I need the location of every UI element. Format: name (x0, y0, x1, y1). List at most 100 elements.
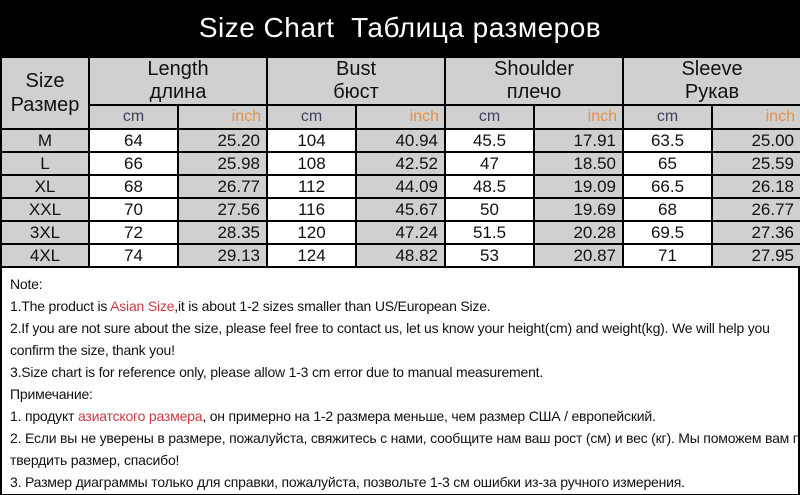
unit-inch-header: inch (711, 104, 800, 130)
note-line: 1.The product is Asian Size,it is about … (10, 298, 491, 314)
data-cell: 68 (622, 197, 714, 222)
data-cell: 51.5 (444, 220, 536, 245)
unit-cm-header: cm (444, 104, 536, 130)
size-cell: L (0, 151, 90, 176)
data-cell: 116 (266, 197, 358, 222)
note-line: 2. Если вы не уверены в размере, пожалуй… (10, 430, 800, 446)
group-header-row: Size Размер Length длина Bust бюст Shoul… (0, 56, 800, 130)
data-cell: 20.28 (533, 220, 625, 245)
data-cell: 112 (266, 174, 358, 199)
data-cell: 44.09 (355, 174, 447, 199)
data-cell: 70 (88, 197, 179, 222)
group-header-bust: Bust бюст (266, 56, 447, 106)
data-cell: 27.56 (176, 197, 269, 222)
data-cell: 27.95 (711, 243, 800, 268)
data-cell: 47.24 (355, 220, 447, 245)
unit-cm-header: cm (266, 104, 358, 130)
highlight-asian-size-ru: азиатского размера (77, 408, 203, 424)
note-heading-ru: Примечание: (10, 386, 93, 402)
size-cell: M (0, 128, 90, 153)
note-line: 1. продукт азиатского размера, он пример… (10, 408, 656, 424)
unit-cm-header: cm (88, 104, 179, 130)
group-shoulder-ru: плечо (506, 81, 562, 103)
table-row: L 66 25.98 108 42.52 47 18.50 65 25.59 (0, 151, 800, 176)
data-cell: 26.77 (711, 197, 800, 222)
unit-header-row: cm inch cm inch cm inch cm inch (1, 104, 800, 130)
size-chart-table: Size Размер Length длина Bust бюст Shoul… (0, 56, 800, 268)
group-header-length: Length длина (87, 56, 269, 106)
data-cell: 20.87 (533, 243, 625, 268)
data-cell: 120 (266, 220, 358, 245)
group-sleeve-en: Sleeve (681, 58, 743, 80)
note-line: твердить размер, спасибо! (10, 452, 180, 468)
group-length-en: Length (147, 58, 209, 80)
data-cell: 27.36 (711, 220, 800, 245)
data-cell: 63.5 (622, 128, 714, 153)
data-cell: 26.77 (176, 174, 269, 199)
highlight-asian-size: Asian Size (110, 298, 175, 314)
note-line: 3.Size chart is for reference only, plea… (10, 364, 544, 380)
data-cell: 69.5 (622, 220, 714, 245)
size-header: Size Размер (0, 56, 90, 130)
table-row: XL 68 26.77 112 44.09 48.5 19.09 66.5 26… (0, 174, 800, 199)
data-cell: 48.5 (444, 174, 536, 199)
group-bust-en: Bust (336, 58, 377, 80)
data-cell: 48.82 (355, 243, 447, 268)
data-cell: 42.52 (355, 151, 447, 176)
size-header-en: Size (25, 70, 65, 92)
group-header-sleeve: Sleeve Рукав (622, 56, 800, 106)
table-row: XXL 70 27.56 116 45.67 50 19.69 68 26.77 (0, 197, 800, 222)
data-cell: 64 (88, 128, 179, 153)
data-cell: 25.20 (176, 128, 269, 153)
data-cell: 71 (622, 243, 714, 268)
note-heading-en: Note: (10, 276, 43, 292)
group-shoulder-en: Shoulder (493, 58, 575, 80)
data-cell: 124 (266, 243, 358, 268)
unit-inch-header: inch (176, 104, 269, 130)
table-row: 3XL 72 28.35 120 47.24 51.5 20.28 69.5 2… (0, 220, 800, 245)
size-cell: 3XL (0, 220, 90, 245)
data-cell: 29.13 (176, 243, 269, 268)
size-cell: XXL (0, 197, 90, 222)
notes-section: Note: 1.The product is Asian Size,it is … (0, 268, 800, 495)
data-cell: 19.09 (533, 174, 625, 199)
table-row: M 64 25.20 104 40.94 45.5 17.91 63.5 25.… (0, 128, 800, 153)
data-cell: 40.94 (355, 128, 447, 153)
data-cell: 18.50 (533, 151, 625, 176)
data-cell: 45.5 (444, 128, 536, 153)
size-header-ru: Размер (10, 94, 80, 116)
data-cell: 65 (622, 151, 714, 176)
data-cell: 28.35 (176, 220, 269, 245)
page-title: Size Chart Таблица размеров (0, 0, 800, 56)
data-cell: 53 (444, 243, 536, 268)
unit-cm-header: cm (622, 104, 714, 130)
data-cell: 45.67 (355, 197, 447, 222)
group-length-ru: длина (149, 81, 207, 103)
data-cell: 72 (88, 220, 179, 245)
data-cell: 19.69 (533, 197, 625, 222)
unit-inch-header: inch (533, 104, 625, 130)
data-cell: 66 (88, 151, 179, 176)
data-cell: 104 (266, 128, 358, 153)
data-cell: 68 (88, 174, 179, 199)
note-line: 3. Размер диаграммы только для справки, … (10, 474, 685, 490)
data-cell: 26.18 (711, 174, 800, 199)
data-cell: 25.98 (176, 151, 269, 176)
data-cell: 47 (444, 151, 536, 176)
data-cell: 66.5 (622, 174, 714, 199)
group-sleeve-ru: Рукав (684, 81, 740, 103)
size-cell: XL (0, 174, 90, 199)
note-line: 2.If you are not sure about the size, pl… (10, 320, 770, 336)
data-cell: 25.59 (711, 151, 800, 176)
data-cell: 50 (444, 197, 536, 222)
note-line: confirm the size, thank you! (10, 342, 175, 358)
data-cell: 17.91 (533, 128, 625, 153)
data-cell: 74 (88, 243, 179, 268)
unit-inch-header: inch (355, 104, 447, 130)
size-cell: 4XL (0, 243, 90, 268)
data-cell: 25.00 (711, 128, 800, 153)
group-header-shoulder: Shoulder плечо (444, 56, 625, 106)
group-bust-ru: бюст (333, 81, 379, 103)
table-row: 4XL 74 29.13 124 48.82 53 20.87 71 27.95 (0, 243, 800, 268)
